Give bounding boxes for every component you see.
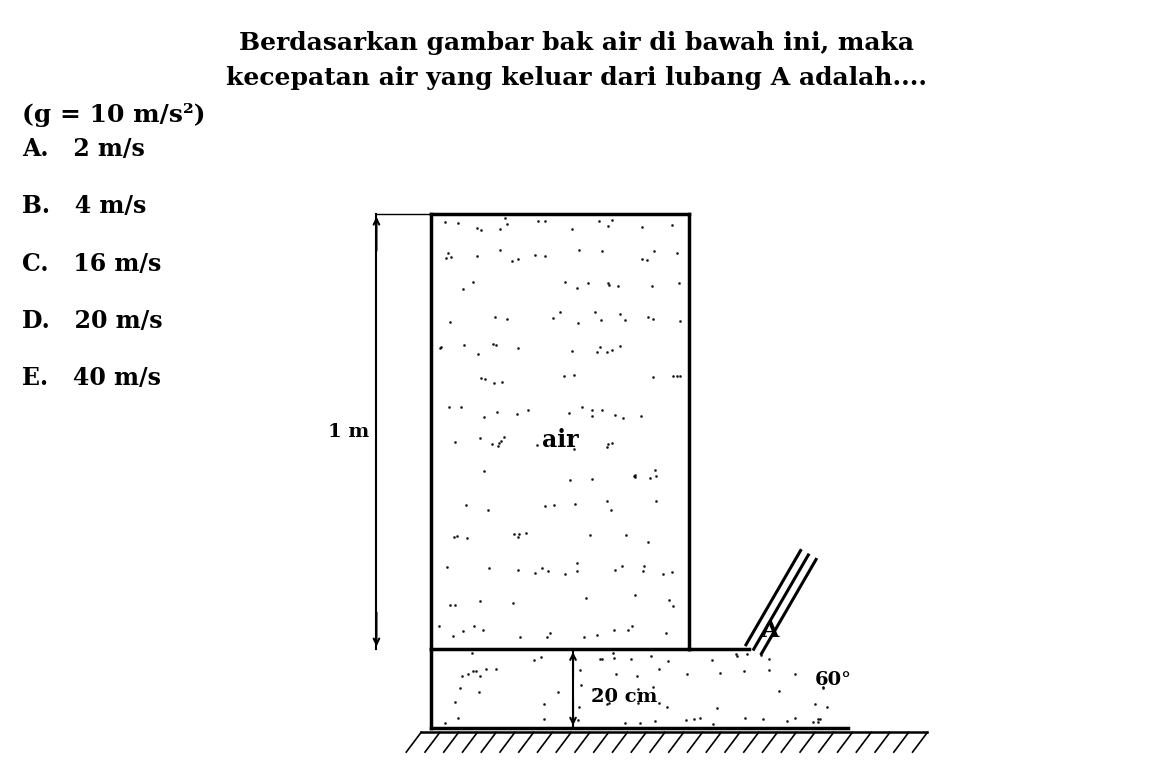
Text: E.   40 m/s: E. 40 m/s [22, 366, 162, 390]
Text: air: air [542, 429, 578, 452]
Text: A: A [760, 620, 778, 642]
Text: C.   16 m/s: C. 16 m/s [22, 252, 162, 275]
Text: A.   2 m/s: A. 2 m/s [22, 137, 145, 161]
Text: 1 m: 1 m [328, 422, 369, 440]
Text: 20 cm: 20 cm [591, 687, 658, 705]
Text: (g = 10 m/s²): (g = 10 m/s²) [22, 103, 205, 127]
Text: 60°: 60° [815, 671, 852, 689]
Text: B.   4 m/s: B. 4 m/s [22, 194, 147, 218]
Text: kecepatan air yang keluar dari lubang A adalah....: kecepatan air yang keluar dari lubang A … [226, 66, 928, 89]
Text: Berdasarkan gambar bak air di bawah ini, maka: Berdasarkan gambar bak air di bawah ini,… [240, 30, 914, 55]
Text: D.   20 m/s: D. 20 m/s [22, 309, 163, 333]
